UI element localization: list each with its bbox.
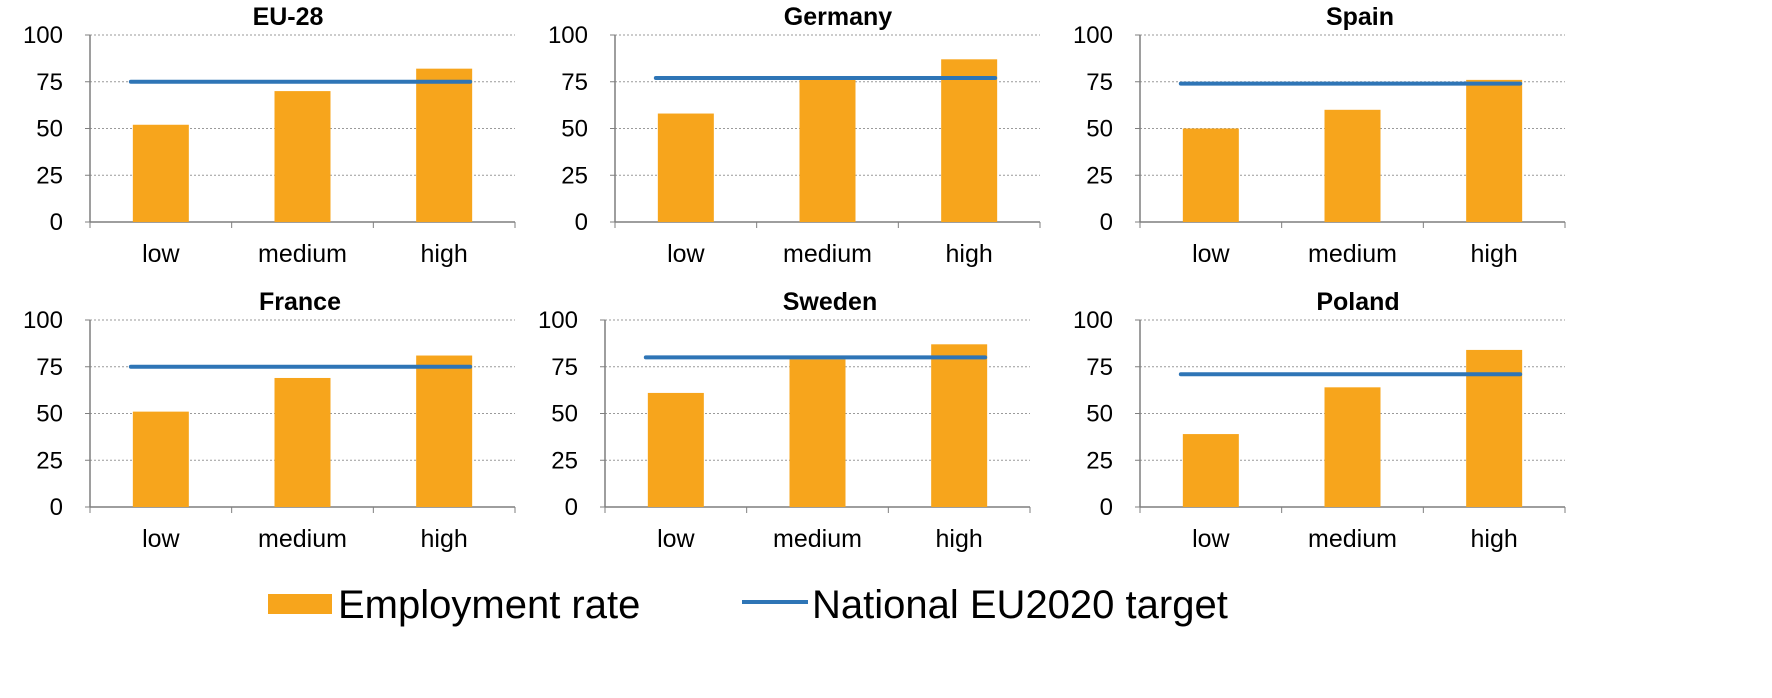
x-tick-label: low xyxy=(667,240,705,268)
panel-title: Germany xyxy=(784,3,892,31)
y-tick-label: 25 xyxy=(1086,447,1113,474)
x-tick-label: medium xyxy=(1308,240,1397,268)
y-tick-label: 25 xyxy=(561,162,588,189)
bar xyxy=(1466,79,1523,222)
y-tick-label: 100 xyxy=(1073,307,1113,334)
panel-title: Spain xyxy=(1326,3,1394,31)
y-tick-label: 75 xyxy=(561,69,588,96)
y-tick-label: 75 xyxy=(36,354,63,381)
y-tick-label: 50 xyxy=(551,401,578,428)
y-tick-label: 25 xyxy=(36,162,63,189)
x-tick-label: low xyxy=(657,525,695,553)
y-tick-label: 50 xyxy=(1086,401,1113,428)
x-tick-label: low xyxy=(1192,525,1230,553)
bar xyxy=(274,377,331,507)
panel-title: Poland xyxy=(1316,288,1399,316)
x-tick-label: high xyxy=(421,240,468,268)
y-tick-label: 25 xyxy=(551,447,578,474)
bar xyxy=(647,392,704,507)
x-tick-label: high xyxy=(1471,240,1518,268)
x-tick-label: low xyxy=(142,525,180,553)
x-tick-label: medium xyxy=(773,525,862,553)
y-tick-label: 50 xyxy=(561,116,588,143)
legend-swatch-employment-rate xyxy=(268,594,332,614)
bar xyxy=(1324,109,1381,222)
bar xyxy=(1324,387,1381,507)
legend-label-target: National EU2020 target xyxy=(812,583,1228,627)
y-tick-label: 100 xyxy=(23,22,63,49)
bar xyxy=(132,124,189,222)
y-tick-label: 50 xyxy=(1086,116,1113,143)
bar xyxy=(416,68,473,222)
y-tick-label: 50 xyxy=(36,116,63,143)
bar xyxy=(1182,128,1239,222)
y-tick-label: 0 xyxy=(1100,209,1113,236)
y-tick-label: 50 xyxy=(36,401,63,428)
x-tick-label: high xyxy=(946,240,993,268)
x-tick-label: medium xyxy=(258,525,347,553)
bar xyxy=(274,91,331,222)
x-tick-label: low xyxy=(1192,240,1230,268)
panel-title: France xyxy=(259,288,341,316)
y-tick-label: 100 xyxy=(1073,22,1113,49)
x-tick-label: medium xyxy=(783,240,872,268)
panel-title: Sweden xyxy=(783,288,877,316)
bar xyxy=(132,411,189,507)
x-tick-label: low xyxy=(142,240,180,268)
legend-label-employment-rate: Employment rate xyxy=(338,583,640,627)
y-tick-label: 100 xyxy=(548,22,588,49)
y-tick-label: 100 xyxy=(538,307,578,334)
bar xyxy=(1182,434,1239,507)
bar xyxy=(799,79,856,222)
y-tick-label: 0 xyxy=(575,209,588,236)
bar xyxy=(931,344,988,507)
y-tick-label: 0 xyxy=(1100,494,1113,521)
bar xyxy=(657,113,714,222)
x-tick-label: high xyxy=(421,525,468,553)
bar xyxy=(789,359,846,507)
y-tick-label: 0 xyxy=(565,494,578,521)
legend: Employment rate National EU2020 target xyxy=(268,583,1228,627)
x-tick-label: high xyxy=(936,525,983,553)
panel-title: EU-28 xyxy=(253,3,324,31)
x-tick-label: medium xyxy=(1308,525,1397,553)
y-tick-label: 100 xyxy=(23,307,63,334)
bar xyxy=(941,59,998,223)
y-tick-label: 75 xyxy=(551,354,578,381)
y-tick-label: 75 xyxy=(36,69,63,96)
y-tick-label: 75 xyxy=(1086,354,1113,381)
small-multiples-chart: 0 25 50 75 100 low medium high EU-28 0 25 50 75 100 lo… xyxy=(23,3,1566,553)
y-tick-label: 75 xyxy=(1086,69,1113,96)
bar xyxy=(416,355,473,507)
x-tick-label: medium xyxy=(258,240,347,268)
y-tick-label: 25 xyxy=(1086,162,1113,189)
y-tick-label: 0 xyxy=(50,209,63,236)
y-tick-label: 0 xyxy=(50,494,63,521)
x-tick-label: high xyxy=(1471,525,1518,553)
y-tick-label: 25 xyxy=(36,447,63,474)
